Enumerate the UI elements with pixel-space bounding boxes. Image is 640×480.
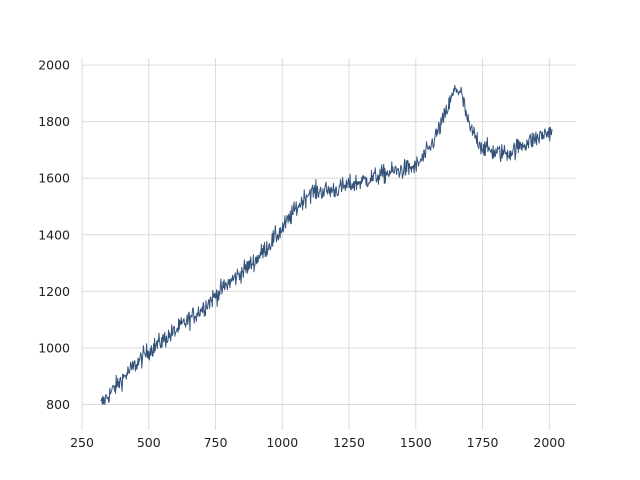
y-axis: 800 1000 1200 1400 1600 1800 2000	[38, 58, 70, 412]
grid	[81, 58, 576, 430]
y-tick-label: 1000	[38, 340, 70, 355]
x-tick-label: 1500	[400, 435, 432, 450]
y-tick-label: 1400	[38, 227, 70, 242]
y-tick-label: 1200	[38, 284, 70, 299]
x-tick-label: 1000	[266, 435, 298, 450]
x-tick-label: 750	[204, 435, 228, 450]
x-tick-label: 2000	[533, 435, 565, 450]
y-tick-label: 800	[46, 397, 70, 412]
series-layer	[100, 84, 553, 406]
y-tick-label: 1800	[38, 114, 70, 129]
series-line	[100, 84, 553, 406]
x-axis: 250 500 750 1000 1250 1500 1750 2000	[70, 435, 565, 450]
y-tick-label: 1600	[38, 171, 70, 186]
x-tick-label: 250	[70, 435, 94, 450]
x-tick-label: 1750	[467, 435, 499, 450]
x-tick-label: 500	[137, 435, 161, 450]
x-tick-label: 1250	[333, 435, 365, 450]
y-tick-label: 2000	[38, 58, 70, 73]
